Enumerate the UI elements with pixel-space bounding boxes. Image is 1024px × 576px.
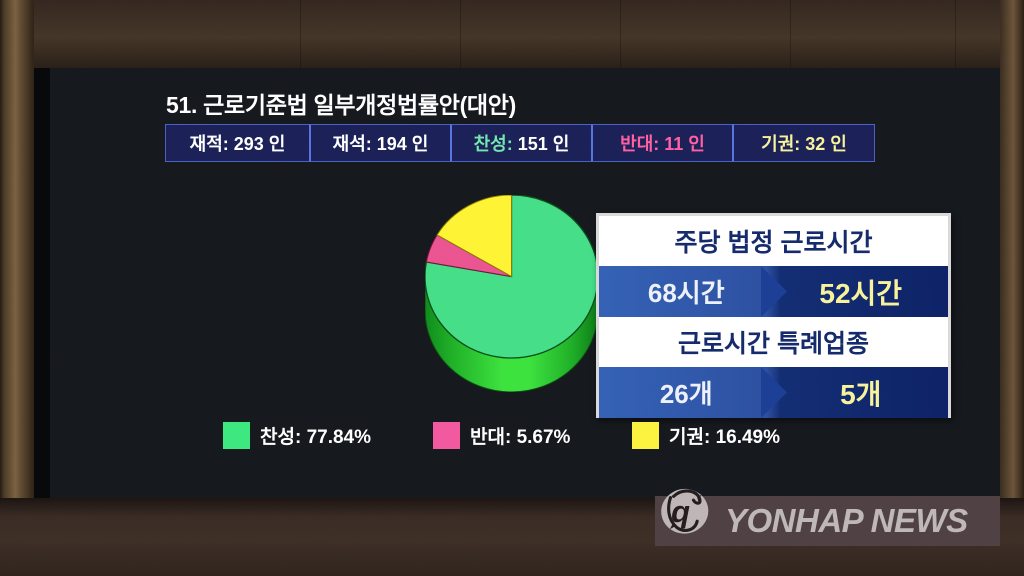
svg-text:q: q (671, 494, 690, 529)
